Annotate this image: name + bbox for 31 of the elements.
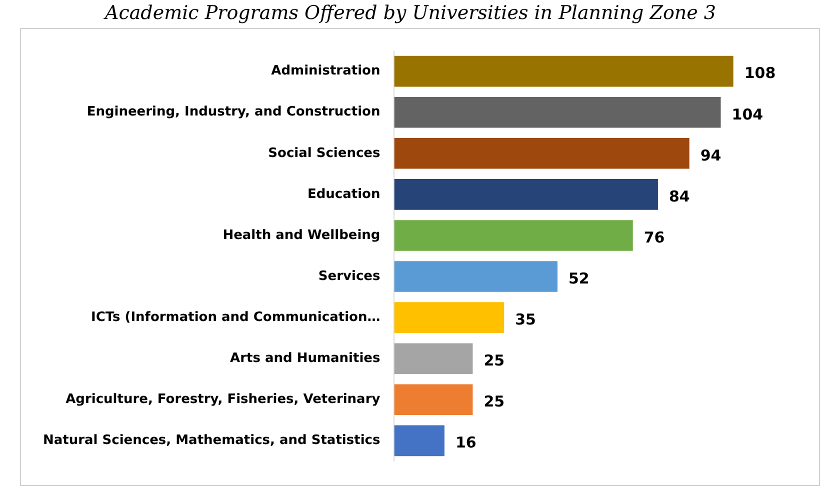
bar bbox=[394, 343, 473, 374]
data-label: 16 bbox=[455, 434, 476, 452]
bar bbox=[394, 138, 690, 169]
y-tick-label: Health and Wellbeing bbox=[222, 228, 380, 243]
data-label: 84 bbox=[668, 187, 690, 206]
data-label: 76 bbox=[644, 228, 665, 246]
bar bbox=[394, 56, 734, 87]
bar bbox=[394, 302, 504, 333]
bar bbox=[394, 96, 721, 128]
y-tick-label: Engineering, Industry, and Construction bbox=[86, 104, 380, 120]
data-label: 108 bbox=[744, 64, 776, 82]
y-tick-label: ICTs (Information and Communication… bbox=[90, 310, 380, 325]
chart-title: Academic Programs Offered by Universities in Planning Zone 3 bbox=[102, 1, 718, 26]
bar bbox=[394, 384, 473, 416]
y-tick-label: Services bbox=[318, 268, 380, 284]
y-tick-label: Agriculture, Forestry, Fisheries, Veterinary bbox=[66, 392, 381, 408]
data-label: 25 bbox=[484, 351, 505, 370]
data-label: 25 bbox=[484, 392, 505, 411]
bar bbox=[394, 179, 658, 210]
data-label: 94 bbox=[700, 146, 722, 164]
y-tick-label: Arts and Humanities bbox=[230, 350, 380, 366]
bar bbox=[394, 425, 444, 456]
data-label: 35 bbox=[515, 310, 536, 328]
data-label: 52 bbox=[568, 269, 590, 288]
bar bbox=[394, 220, 633, 251]
y-tick-label: Administration bbox=[271, 64, 380, 79]
bar bbox=[394, 261, 558, 292]
data-label: 104 bbox=[732, 105, 764, 124]
y-tick-label: Education bbox=[307, 186, 380, 202]
y-tick-label: Natural Sciences, Mathematics, and Statistics bbox=[43, 433, 380, 448]
y-tick-label: Social Sciences bbox=[268, 146, 380, 161]
